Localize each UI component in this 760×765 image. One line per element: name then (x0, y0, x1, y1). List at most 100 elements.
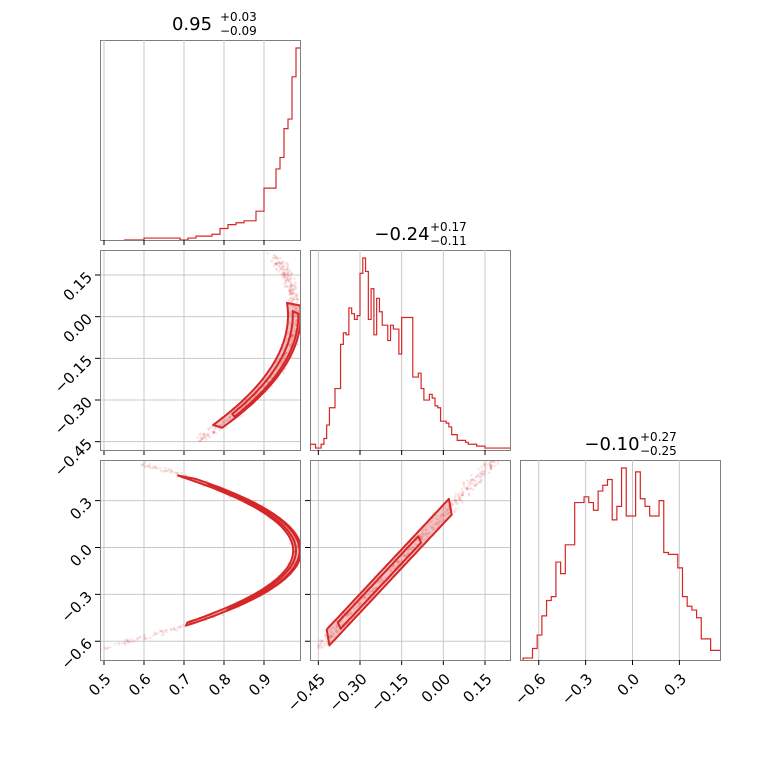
sample-point (423, 532, 426, 535)
sample-point (500, 453, 503, 456)
sample-point (428, 531, 432, 535)
sample-point (484, 466, 488, 469)
sample-point (288, 344, 292, 348)
sample-point (434, 522, 438, 526)
sample-point (328, 629, 332, 633)
sample-point (432, 526, 436, 530)
sample-point (286, 273, 290, 277)
sample-point (456, 498, 460, 502)
sample-point (381, 579, 384, 583)
sample-point (420, 532, 424, 536)
sample-point (275, 267, 278, 270)
sample-point (317, 646, 320, 650)
sample-point (411, 545, 415, 549)
sample-point (466, 488, 469, 491)
x-tick-label: 0.0 (614, 670, 644, 700)
sample-point (202, 435, 206, 439)
sample-point (489, 467, 493, 471)
sample-point (467, 492, 471, 495)
sample-point (414, 542, 417, 546)
sample-point (289, 297, 293, 301)
sample-point (319, 641, 322, 645)
sample-point (123, 641, 126, 644)
sample-point (276, 262, 279, 266)
sample-point (475, 475, 479, 479)
sample-point (450, 502, 454, 506)
sample-point (277, 261, 281, 264)
sample-point (460, 494, 464, 497)
sample-point (293, 329, 297, 332)
sample-point (425, 528, 428, 531)
sample-point (453, 499, 457, 503)
sample-point (499, 452, 502, 455)
title-value: −0.10 (584, 434, 639, 455)
sample-point (334, 628, 338, 631)
sample-point (432, 523, 436, 526)
sample-point (320, 639, 324, 643)
sample-point (302, 552, 305, 555)
sample-point (500, 455, 503, 458)
sample-point (143, 636, 147, 640)
sample-point (273, 254, 277, 258)
sample-point (291, 333, 294, 337)
sample-point (456, 493, 460, 497)
sample-point (290, 338, 294, 342)
sample-point (392, 564, 395, 567)
sample-point (207, 427, 210, 431)
sample-point (281, 276, 285, 279)
sample-point (129, 640, 132, 644)
sample-point (281, 348, 285, 351)
sample-point (494, 452, 497, 455)
sample-point (143, 460, 147, 464)
title-error-minus: −0.11 (430, 234, 467, 248)
sample-point (489, 465, 493, 469)
sample-point (175, 471, 179, 475)
sample-point (276, 257, 280, 261)
sample-point (446, 511, 449, 514)
sample-point (206, 432, 210, 436)
sample-point (285, 285, 289, 288)
sample-point (294, 309, 298, 312)
sample-point (214, 426, 218, 430)
sample-point (179, 471, 183, 475)
sample-point (468, 479, 472, 482)
sample-point (289, 282, 293, 286)
sample-point (282, 264, 286, 268)
sample-point (203, 435, 206, 439)
sample-point (140, 463, 144, 467)
sample-point (208, 435, 212, 439)
sample-point (380, 578, 384, 582)
sample-point (349, 612, 353, 616)
sample-point (275, 256, 278, 259)
sample-point (427, 531, 431, 535)
sample-point (126, 638, 129, 641)
sample-point (295, 292, 298, 296)
title-value: 0.95 (172, 14, 212, 35)
sample-point (461, 493, 464, 497)
sample-point (140, 463, 144, 467)
sample-point (437, 521, 440, 525)
sample-point (364, 597, 367, 600)
sample-point (289, 296, 292, 300)
sample-point (426, 532, 430, 536)
sample-point (144, 465, 147, 469)
sample-point (421, 538, 424, 541)
sample-point (321, 645, 325, 649)
sample-point (280, 260, 284, 264)
sample-point (291, 288, 294, 291)
sample-point (356, 605, 360, 608)
sample-point (179, 624, 183, 628)
sample-point (274, 256, 278, 259)
sample-point (179, 625, 182, 629)
sample-point (303, 552, 306, 555)
sample-point (287, 330, 291, 334)
sample-point (213, 427, 217, 430)
sample-point (169, 628, 173, 632)
sample-point (201, 437, 204, 440)
sample-point (320, 639, 324, 643)
sample-point (165, 628, 168, 632)
sample-point (284, 281, 288, 285)
sample-point (228, 416, 232, 419)
sample-point (294, 307, 298, 310)
sample-point (290, 286, 293, 289)
